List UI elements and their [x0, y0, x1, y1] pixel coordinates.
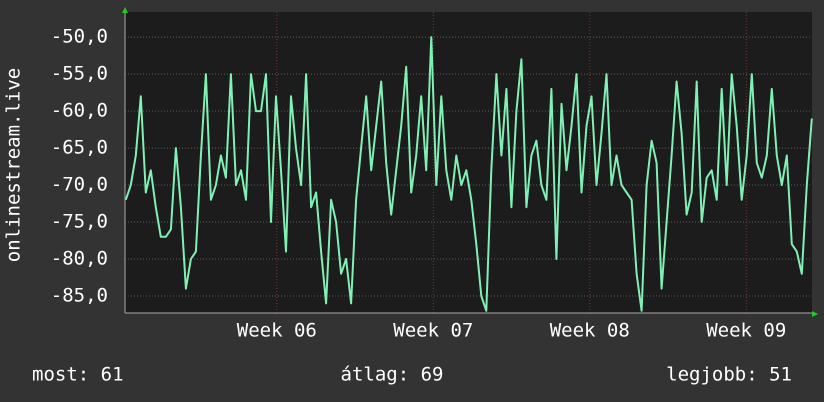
x-tick-label: Week 09: [706, 320, 786, 342]
y-tick-label: -65,0: [51, 137, 108, 159]
y-tick-label: -75,0: [51, 211, 108, 233]
y-axis-label: onlinestream.live: [3, 68, 25, 262]
stat-current: most: 61: [32, 364, 124, 386]
y-arrow: [122, 7, 128, 13]
stat-average: átlag: 69: [341, 364, 444, 386]
y-tick-label: -70,0: [51, 174, 108, 196]
x-tick-label: Week 07: [393, 320, 473, 342]
y-tick-label: -80,0: [51, 248, 108, 270]
grid: [125, 12, 812, 313]
plot-area: [125, 12, 812, 313]
x-arrow: [812, 311, 818, 317]
x-tick-label: Week 08: [550, 320, 630, 342]
y-tick-label: -60,0: [51, 100, 108, 122]
lines: [124, 36, 813, 312]
y-tick-label: -55,0: [51, 63, 108, 85]
y-tick-label: -50,0: [51, 26, 108, 48]
data-line: [124, 36, 813, 312]
x-tick-label: Week 06: [237, 320, 317, 342]
stat-best: legjobb: 51: [666, 364, 792, 386]
y-tick-label: -85,0: [51, 284, 108, 306]
